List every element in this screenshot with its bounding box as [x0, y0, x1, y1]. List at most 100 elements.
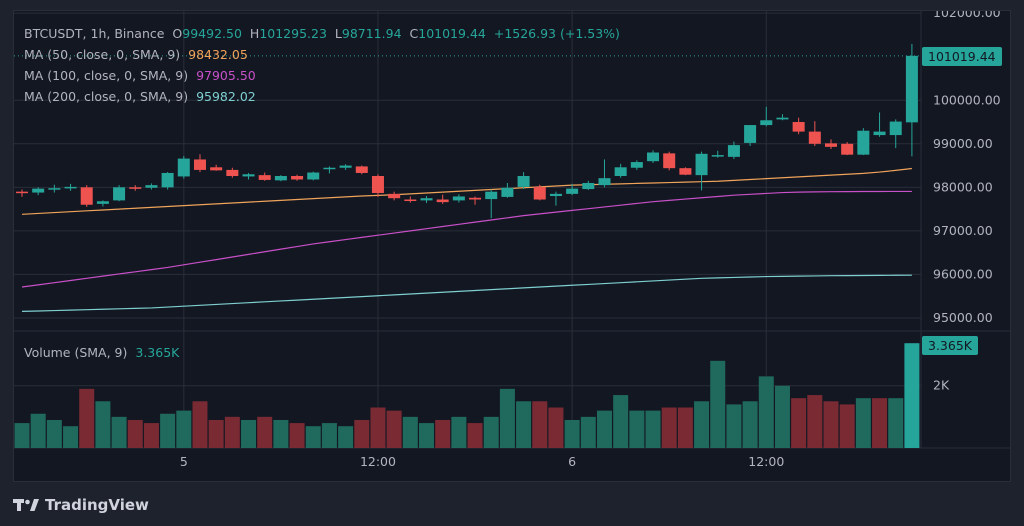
brand-name: TradingView	[45, 496, 149, 514]
close-value: 101019.44	[418, 26, 486, 41]
symbol-label[interactable]: BTCUSDT, 1h, Binance	[24, 26, 165, 41]
volume-bar	[483, 416, 499, 448]
chart-canvas[interactable]: 102000.00 100000.00 99000.00 98000.00 97000.…	[14, 11, 1010, 481]
candle	[630, 160, 643, 170]
price-tick-label: 97000.00	[933, 223, 993, 238]
volume-bar	[677, 407, 693, 448]
candle	[727, 141, 740, 160]
candle	[647, 150, 660, 163]
volume-bar	[774, 385, 790, 448]
candle-body	[80, 187, 93, 205]
candle-body	[307, 172, 320, 180]
candle-body	[96, 201, 109, 204]
candle-body	[630, 162, 643, 168]
candle	[679, 167, 692, 176]
ma50-legend[interactable]: MA (50, close, 0, SMA, 9) 98432.05	[24, 47, 252, 63]
candle	[420, 196, 433, 203]
candle-body	[744, 125, 757, 143]
candle	[323, 166, 336, 174]
volume-bar	[176, 410, 192, 448]
candle	[371, 174, 384, 197]
candle-body	[404, 199, 417, 202]
candle-body	[258, 175, 271, 180]
ma100-legend[interactable]: MA (100, close, 0, SMA, 9) 97905.50	[24, 68, 260, 84]
candle	[614, 163, 627, 178]
candle-body	[501, 187, 514, 197]
candle-body	[549, 193, 562, 197]
volume-bar	[435, 419, 451, 448]
candle	[210, 164, 223, 171]
volume-bar	[95, 401, 111, 448]
ma50-label: MA (50, close, 0, SMA, 9)	[24, 47, 181, 62]
candle	[226, 167, 239, 178]
candle	[274, 175, 287, 182]
chart-frame[interactable]: 102000.00 100000.00 99000.00 98000.00 97000.…	[13, 10, 1011, 482]
volume-bar	[532, 401, 548, 448]
volume-bar	[402, 416, 418, 448]
candle-body	[226, 169, 239, 177]
candle-body	[485, 191, 498, 200]
candle	[291, 174, 304, 181]
candle	[339, 164, 352, 170]
candle	[841, 142, 854, 156]
volume-tick-label: 2K	[933, 378, 950, 393]
candle-body	[695, 153, 708, 176]
candle-body	[48, 188, 61, 190]
candle-body	[64, 186, 77, 189]
volume-legend[interactable]: Volume (SMA, 9) 3.365K	[24, 345, 183, 361]
volume-bar	[289, 423, 305, 448]
volume-bar	[710, 360, 726, 448]
candle	[404, 196, 417, 203]
volume-bar	[370, 407, 386, 448]
volume-bar	[872, 398, 888, 448]
candle-body	[808, 131, 821, 144]
candle	[485, 189, 498, 219]
candle-body	[582, 182, 595, 190]
tradingview-logo[interactable]: TradingView	[13, 494, 149, 516]
candle-body	[679, 168, 692, 175]
candle	[760, 106, 773, 127]
low-label: L	[334, 26, 342, 41]
time-tick-label: 12:00	[360, 454, 396, 469]
candle-body	[420, 198, 433, 201]
candle-body	[193, 159, 206, 170]
volume-bar	[192, 401, 208, 448]
volume-bar	[257, 416, 273, 448]
volume-bar	[645, 410, 661, 448]
time-tick-label: 12:00	[748, 454, 784, 469]
volume-bar	[273, 419, 289, 448]
price-tick-label: 100000.00	[933, 92, 1001, 107]
candle-body	[760, 120, 773, 126]
candle-body	[145, 185, 158, 188]
volume-bar	[548, 407, 564, 448]
volume-bar	[791, 398, 807, 448]
high-label: H	[249, 26, 260, 41]
volume-bar	[111, 416, 127, 448]
candle	[242, 172, 255, 180]
candle	[16, 189, 28, 197]
tradingview-logo-icon	[13, 499, 39, 511]
candle-body	[371, 176, 384, 193]
candle-body	[825, 143, 837, 147]
candle-body	[16, 191, 28, 194]
candle	[695, 151, 708, 191]
candle	[307, 171, 320, 181]
volume-bar	[46, 419, 62, 448]
candle	[501, 182, 514, 198]
volume-bar	[823, 401, 839, 448]
candle	[663, 151, 676, 171]
candle	[744, 125, 757, 146]
candle-body	[32, 188, 45, 193]
volume-bar	[386, 410, 402, 448]
candle-body	[452, 196, 465, 201]
candle-body	[113, 187, 126, 201]
volume-bar	[904, 343, 920, 448]
volume-bar	[79, 388, 95, 448]
volume-bar	[30, 413, 46, 448]
candle	[857, 128, 870, 156]
ma100-value: 97905.50	[196, 68, 256, 83]
candle-body	[161, 172, 174, 188]
ma200-legend[interactable]: MA (200, close, 0, SMA, 9) 95982.02	[24, 89, 260, 105]
volume-bar	[596, 410, 612, 448]
candle-body	[291, 176, 304, 180]
